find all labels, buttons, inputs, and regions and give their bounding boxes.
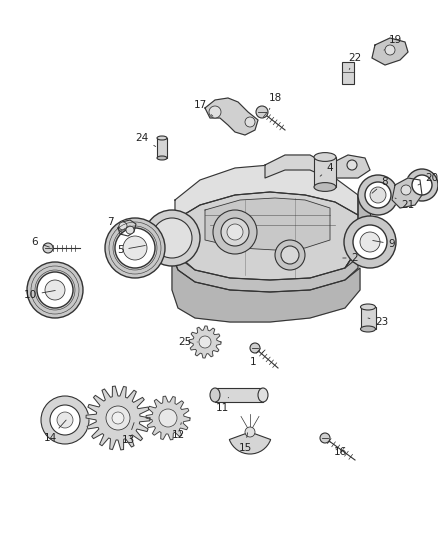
Circle shape <box>227 224 243 240</box>
Text: 14: 14 <box>43 420 66 443</box>
Text: 25: 25 <box>178 337 197 347</box>
Circle shape <box>152 218 192 258</box>
Circle shape <box>126 226 134 234</box>
Text: 20: 20 <box>418 173 438 185</box>
Circle shape <box>123 236 147 260</box>
Polygon shape <box>205 98 258 135</box>
Circle shape <box>43 243 53 253</box>
Polygon shape <box>146 396 190 440</box>
Ellipse shape <box>157 136 167 140</box>
Text: 23: 23 <box>368 317 389 327</box>
Circle shape <box>281 246 299 264</box>
Circle shape <box>112 412 124 424</box>
Text: 22: 22 <box>348 53 362 69</box>
Ellipse shape <box>314 152 336 161</box>
Ellipse shape <box>210 388 220 402</box>
Text: 13: 13 <box>121 423 134 445</box>
Text: 11: 11 <box>215 398 229 413</box>
Text: 18: 18 <box>268 93 282 109</box>
Circle shape <box>250 343 260 353</box>
Polygon shape <box>205 198 330 250</box>
Circle shape <box>412 175 432 195</box>
Circle shape <box>406 169 438 201</box>
Text: 19: 19 <box>384 35 402 50</box>
Circle shape <box>245 117 255 127</box>
Text: 9: 9 <box>373 239 396 249</box>
Circle shape <box>45 280 65 300</box>
Polygon shape <box>118 220 136 236</box>
Wedge shape <box>230 432 271 454</box>
Ellipse shape <box>258 388 268 402</box>
Circle shape <box>105 218 165 278</box>
Polygon shape <box>392 178 422 208</box>
Bar <box>215 388 263 402</box>
Polygon shape <box>372 38 408 65</box>
Bar <box>360 307 375 329</box>
Text: 7: 7 <box>107 217 123 233</box>
Circle shape <box>119 222 127 230</box>
Ellipse shape <box>360 326 375 332</box>
Polygon shape <box>345 195 372 268</box>
Text: 5: 5 <box>117 245 145 255</box>
Circle shape <box>209 106 221 118</box>
Circle shape <box>401 185 411 195</box>
Circle shape <box>385 45 395 55</box>
Circle shape <box>50 405 80 435</box>
Text: 4: 4 <box>320 163 333 176</box>
Circle shape <box>41 396 89 444</box>
Text: 6: 6 <box>32 237 49 247</box>
Circle shape <box>256 106 268 118</box>
Polygon shape <box>172 255 360 322</box>
Ellipse shape <box>360 304 375 310</box>
Polygon shape <box>172 192 358 280</box>
Text: 24: 24 <box>135 133 155 147</box>
Polygon shape <box>86 386 150 450</box>
Circle shape <box>144 210 200 266</box>
Text: 15: 15 <box>238 433 251 453</box>
Text: 16: 16 <box>330 442 346 457</box>
Circle shape <box>221 218 249 246</box>
Polygon shape <box>172 248 358 292</box>
Circle shape <box>353 225 387 259</box>
Circle shape <box>358 175 398 215</box>
Bar <box>314 157 336 187</box>
Circle shape <box>360 232 380 252</box>
Bar <box>342 62 354 84</box>
Circle shape <box>57 412 73 428</box>
Polygon shape <box>328 155 370 178</box>
Circle shape <box>106 406 130 430</box>
Circle shape <box>199 336 211 348</box>
Circle shape <box>37 272 73 308</box>
Circle shape <box>27 262 83 318</box>
Polygon shape <box>175 165 358 220</box>
Text: 17: 17 <box>193 100 213 116</box>
Polygon shape <box>265 155 328 178</box>
Text: 10: 10 <box>24 290 55 300</box>
Circle shape <box>320 433 330 443</box>
Polygon shape <box>189 326 221 358</box>
Circle shape <box>365 182 391 208</box>
Text: 8: 8 <box>372 177 389 193</box>
Text: 12: 12 <box>171 423 185 440</box>
Bar <box>157 138 167 158</box>
Circle shape <box>245 427 255 437</box>
Circle shape <box>275 240 305 270</box>
Ellipse shape <box>314 183 336 191</box>
Text: 21: 21 <box>395 198 415 210</box>
Circle shape <box>159 409 177 427</box>
Circle shape <box>115 228 155 268</box>
Text: 2: 2 <box>343 253 358 263</box>
Text: 1: 1 <box>250 350 265 367</box>
Circle shape <box>370 187 386 203</box>
Circle shape <box>344 216 396 268</box>
Ellipse shape <box>157 156 167 160</box>
Circle shape <box>347 160 357 170</box>
Circle shape <box>213 210 257 254</box>
